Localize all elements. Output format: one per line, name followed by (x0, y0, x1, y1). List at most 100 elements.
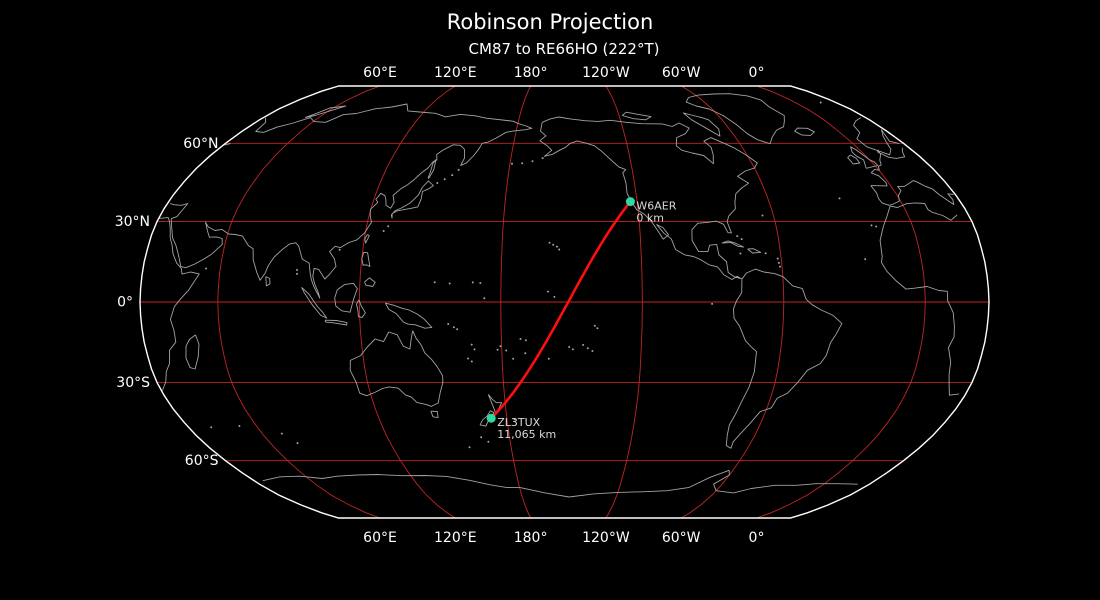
island-dot (552, 243, 555, 246)
station-distance-label: 0 km (636, 212, 664, 225)
axis-tick-label-top: 0° (749, 65, 765, 81)
axis-tick-label-bottom: 120°W (582, 530, 630, 546)
axis-tick-label-left: 30°N (115, 214, 150, 230)
axis-tick-label-bottom: 180° (514, 530, 548, 546)
coastline (262, 469, 858, 498)
island-dot (480, 436, 483, 439)
island-dot (443, 178, 446, 181)
graticule-meridian (605, 85, 643, 519)
coastline (682, 112, 721, 137)
coastline (794, 127, 815, 136)
island-dot (513, 418, 516, 421)
island-dot (593, 324, 596, 327)
axis-tick-label-bottom: 0° (749, 530, 765, 546)
axis-tick-label-left: 30°S (116, 375, 150, 391)
island-dot (387, 225, 390, 228)
island-dot (511, 162, 513, 165)
coastlines (158, 93, 960, 498)
island-dot (436, 182, 439, 184)
coastline (721, 240, 745, 248)
island-dot (531, 160, 534, 163)
station-marker (625, 197, 635, 207)
coastline (384, 302, 433, 329)
island-dot (456, 328, 459, 331)
station-marker (486, 413, 496, 423)
island-dot (338, 248, 341, 251)
station-callsign-label: W6AER (636, 200, 676, 213)
axis-tick-label-top: 60°W (662, 65, 701, 81)
island-dot (296, 272, 298, 275)
coastline (185, 334, 200, 370)
island-dot (382, 230, 385, 232)
island-dot (541, 157, 544, 160)
axis-tick-label-top: 180° (514, 65, 548, 81)
island-dot (505, 349, 508, 352)
graticule-meridian (756, 85, 926, 519)
coastline (390, 180, 434, 219)
coastline (170, 103, 955, 299)
coastline (356, 299, 366, 318)
axis-tick-label-bottom: 120°E (434, 530, 477, 546)
graticule (140, 85, 989, 519)
island-dot (761, 214, 764, 217)
island-dot (238, 425, 241, 427)
axis-tick-label-bottom: 60°E (363, 530, 397, 546)
coastline (349, 330, 444, 407)
map-subtitle: CM87 to RE66HO (222°T) (468, 40, 660, 58)
graticule-meridian (500, 85, 532, 519)
island-dot (864, 258, 867, 261)
coastline (364, 277, 376, 287)
island-dot (870, 224, 873, 227)
axis-tick-label-top: 120°W (582, 65, 630, 81)
graticule-meridian (680, 85, 785, 519)
island-dot (499, 345, 502, 348)
coastline (334, 282, 358, 313)
island-dot (487, 440, 490, 443)
coastline (158, 202, 960, 396)
axis-tick-label-bottom: 60°W (662, 530, 701, 546)
island-dot (571, 348, 574, 351)
coastline (685, 93, 785, 145)
island-dot (819, 101, 822, 104)
island-dot (875, 225, 878, 228)
island-dot (210, 426, 213, 429)
coastline (324, 319, 348, 326)
coastline (361, 251, 371, 268)
axis-tick-label-left: 60°N (183, 136, 218, 152)
coastline (847, 154, 861, 165)
coastline (430, 410, 439, 419)
island-dot (596, 327, 599, 330)
axis-tick-label-left: 0° (117, 295, 133, 311)
island-dot (512, 357, 515, 360)
island-dot (776, 257, 779, 260)
axis-tick-label-top: 120°E (434, 65, 477, 81)
island-dot (586, 347, 589, 350)
island-dot (548, 241, 551, 244)
coastline (304, 105, 347, 119)
island-dot (547, 290, 549, 293)
island-dot (711, 302, 714, 305)
coastline (265, 276, 271, 287)
island-dot (496, 348, 499, 351)
island-dot (547, 357, 550, 360)
station-distance-label: 11,065 km (497, 428, 556, 441)
island-dot (838, 197, 841, 200)
island-dot (739, 252, 742, 255)
station-callsign-label: ZL3TUX (497, 416, 540, 429)
island-dot (479, 282, 482, 284)
island-dot (471, 281, 474, 284)
island-dot (558, 248, 561, 251)
island-dot (296, 268, 298, 271)
island-dot (582, 343, 585, 346)
island-dot (736, 235, 739, 238)
island-dot (473, 348, 476, 351)
island-dot (521, 162, 524, 165)
coastline (301, 286, 328, 319)
island-dot (448, 282, 451, 285)
island-dot (740, 238, 743, 241)
coastline (747, 248, 762, 254)
